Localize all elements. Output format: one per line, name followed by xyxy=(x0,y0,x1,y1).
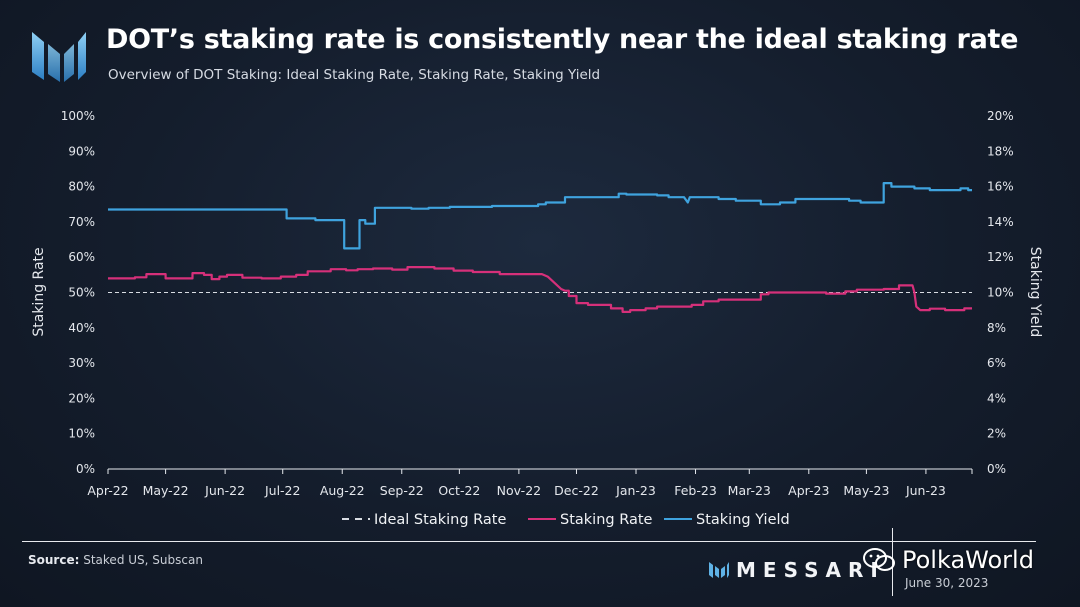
y-left-tick-label: 10% xyxy=(68,427,95,441)
y-left-tick-label: 50% xyxy=(68,286,95,300)
legend: Ideal Staking Rate Staking Rate Staking Yi… xyxy=(342,512,790,528)
x-tick-label: May-22 xyxy=(143,483,189,498)
y-left-tick-label: 80% xyxy=(68,180,95,194)
y-right-tick-label: 4% xyxy=(987,391,1006,405)
chart-subtitle: Overview of DOT Staking: Ideal Staking R… xyxy=(108,67,601,83)
x-tick-label: Dec-22 xyxy=(554,483,599,498)
brand-logo-icon xyxy=(709,562,729,578)
x-tick-label: Jun-22 xyxy=(204,483,245,498)
watermark-text: PolkaWorld xyxy=(902,546,1034,574)
y-right-tick-label: 12% xyxy=(987,250,1014,264)
axes: 0% 10% 20% 30% 40% 50% 60% 70% 80% 90% 100% 0% 2% 4% 6… xyxy=(31,109,1043,498)
y-left-tick-label: 90% xyxy=(68,144,95,158)
x-tick-label: Mar-23 xyxy=(728,483,771,498)
y-left-tick-label: 0% xyxy=(76,462,95,476)
source-text: Staked US, Subscan xyxy=(83,553,203,567)
x-tick-label: Jul-22 xyxy=(264,483,301,498)
x-tick-label: Apr-22 xyxy=(87,483,128,498)
x-tick-label: Sep-22 xyxy=(380,483,424,498)
series xyxy=(108,182,972,313)
y-left-tick-label: 100% xyxy=(61,109,95,123)
y-right-axis-title: Staking Yield xyxy=(1027,247,1043,338)
x-tick-label: Nov-22 xyxy=(497,483,541,498)
y-left-tick-label: 70% xyxy=(68,215,95,229)
y-left-axis-title: Staking Rate xyxy=(31,247,47,336)
y-left-tick-label: 60% xyxy=(68,250,95,264)
footer-divider xyxy=(22,541,1036,542)
messari-logo-icon xyxy=(32,32,86,82)
x-tick-label: Feb-23 xyxy=(674,483,717,498)
y-right-tick-label: 8% xyxy=(987,321,1006,335)
wechat-icon xyxy=(863,548,895,571)
x-tick-label: Aug-22 xyxy=(320,483,365,498)
x-tick-label: Jan-23 xyxy=(615,483,656,498)
x-tick-label: Apr-23 xyxy=(788,483,829,498)
footer-separator xyxy=(892,528,893,596)
x-tick-label: Jun-23 xyxy=(905,483,946,498)
y-left-tick-label: 30% xyxy=(68,356,95,370)
y-right-tick-label: 10% xyxy=(987,286,1014,300)
y-right-tick-label: 2% xyxy=(987,427,1006,441)
x-tick-label: May-23 xyxy=(843,483,889,498)
y-right-tick-label: 14% xyxy=(987,215,1014,229)
x-tick-label: Oct-22 xyxy=(438,483,480,498)
y-left-tick-label: 40% xyxy=(68,321,95,335)
staking-rate-line xyxy=(108,266,972,313)
legend-label-ideal-staking-rate: Ideal Staking Rate xyxy=(374,512,506,528)
y-right-tick-label: 18% xyxy=(987,144,1014,158)
y-right-tick-label: 20% xyxy=(987,109,1014,123)
source-note: Source: Staked US, Subscan xyxy=(28,553,203,567)
y-right-tick-label: 0% xyxy=(987,462,1006,476)
brand-name: MESSARI xyxy=(736,558,885,582)
source-label: Source: xyxy=(28,553,80,567)
chart-title: DOT’s staking rate is consistently near … xyxy=(106,24,1019,55)
legend-label-staking-yield: Staking Yield xyxy=(696,512,790,528)
y-right-tick-label: 16% xyxy=(987,180,1014,194)
watermark: PolkaWorld xyxy=(862,546,1034,574)
staking-yield-line xyxy=(108,182,972,250)
y-right-tick-label: 6% xyxy=(987,356,1006,370)
legend-label-staking-rate: Staking Rate xyxy=(560,512,653,528)
y-left-tick-label: 20% xyxy=(68,391,95,405)
brand: MESSARI xyxy=(708,558,885,582)
report-date: June 30, 2023 xyxy=(905,576,989,590)
